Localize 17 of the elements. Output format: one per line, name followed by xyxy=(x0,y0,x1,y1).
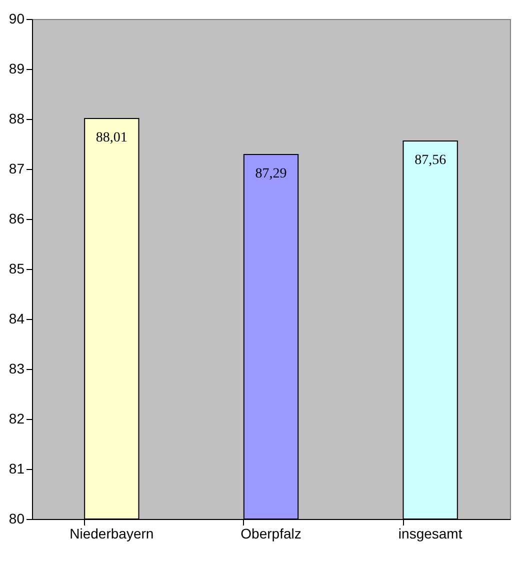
x-tick-label: Niederbayern xyxy=(70,526,154,542)
y-tick-label: 85 xyxy=(8,260,25,276)
y-tick-label: 84 xyxy=(8,310,25,326)
y-tick-label: 89 xyxy=(8,60,25,76)
y-tick-label: 81 xyxy=(8,460,25,476)
data-label: 87,56 xyxy=(414,153,446,168)
data-label: 88,01 xyxy=(96,130,128,146)
y-tick-label: 88 xyxy=(8,110,25,126)
x-tick-label: Oberpfalz xyxy=(240,526,302,542)
y-tick-label: 86 xyxy=(8,210,25,226)
y-tick-label: 83 xyxy=(8,360,25,376)
y-tick-label: 90 xyxy=(8,10,25,26)
y-tick-label: 80 xyxy=(8,510,25,526)
y-tick-label: 87 xyxy=(8,160,25,176)
data-label: 87,29 xyxy=(255,166,287,182)
y-tick-label: 82 xyxy=(8,410,25,426)
x-tick-label: insgesamt xyxy=(398,526,462,542)
